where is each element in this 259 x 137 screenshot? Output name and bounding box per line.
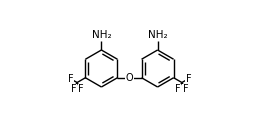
Text: O: O (126, 73, 133, 83)
Text: F: F (183, 84, 189, 94)
Text: F: F (186, 74, 191, 84)
Text: F: F (68, 74, 73, 84)
Text: F: F (70, 84, 76, 94)
Text: F: F (78, 84, 84, 94)
Text: F: F (175, 84, 181, 94)
Text: NH₂: NH₂ (92, 30, 111, 40)
Text: NH₂: NH₂ (148, 30, 167, 40)
